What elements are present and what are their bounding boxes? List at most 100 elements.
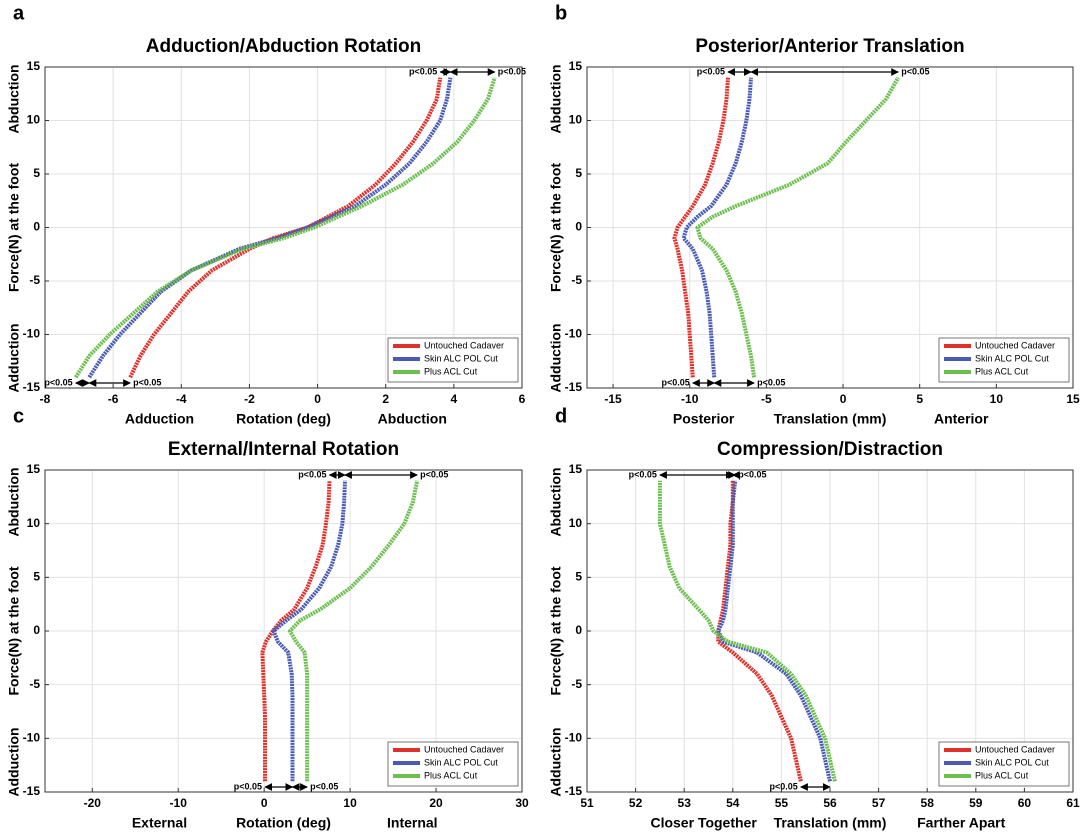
legend-label: Untouched Cadaver [424,340,504,350]
x-tick-label: -20 [84,796,102,810]
significance-label: p<0.05 [662,377,690,387]
legend: Untouched Cadaver Skin ALC POL Cut Plus AC… [938,741,1070,787]
legend: Untouched Cadaver Skin ALC POL Cut Plus AC… [387,741,519,787]
y-axis-label: Abduction [6,64,22,133]
data-line [681,77,753,378]
x-tick-label: 53 [678,796,692,810]
y-tick-label: 0 [575,220,582,234]
x-tick-label: -10 [681,392,699,406]
y-tick-label: -5 [29,273,40,287]
significance-label: p<0.05 [757,377,785,387]
x-axis-label: Farther Apart [917,815,1006,831]
plot-frame [44,469,523,793]
panel-letter: d [555,405,567,427]
legend-label: Skin ALC POL Cut [424,353,498,363]
x-tick-label: 0 [840,392,847,406]
significance-label: p<0.05 [738,469,766,479]
x-axis-label: External [132,815,187,831]
y-tick-label: 10 [27,113,41,127]
plot-frame [44,66,523,389]
y-tick-label: 0 [33,220,40,234]
x-axis-label: Anterior [934,411,989,427]
y-tick-label: 5 [33,570,40,584]
significance-label: p<0.05 [697,66,725,76]
x-tick-label: -6 [108,392,119,406]
significance-label: p<0.05 [629,469,657,479]
chart-title: Compression/Distraction [717,439,943,460]
data-line [287,480,420,782]
legend: Untouched Cadaver Skin ALC POL Cut Plus AC… [387,337,519,383]
y-tick-label: -15 [565,784,583,798]
data-line [695,76,900,378]
x-tick-label: 30 [515,796,529,810]
y-axis-label: Adduction [548,727,564,796]
plot-frame [586,66,1074,389]
significance-label: p<0.05 [133,377,161,387]
legend-label: Skin ALC POL Cut [975,757,1049,767]
significance-label: p<0.05 [770,781,798,791]
x-axis-label: Posterior [673,411,735,427]
y-tick-label: 10 [569,113,583,127]
x-tick-label: 5 [916,392,923,406]
x-tick-label: -5 [761,392,772,406]
x-axis-label: Abduction [378,411,447,427]
x-tick-label: 0 [314,392,321,406]
x-tick-label: 60 [1018,796,1032,810]
y-tick-label: -5 [571,677,582,691]
panel-letter: a [13,2,25,24]
y-tick-label: -15 [565,380,583,394]
x-tick-label: 0 [261,796,268,810]
legend-label: Untouched Cadaver [975,340,1055,350]
x-axis-label: Translation (mm) [774,411,887,427]
y-tick-label: -5 [571,273,582,287]
y-axis-label: Abduction [548,467,564,536]
significance-label: p<0.05 [234,781,262,791]
significance-label: p<0.05 [298,469,326,479]
x-tick-label: 58 [921,796,935,810]
data-line [87,77,453,379]
legend-label: Untouched Cadaver [975,744,1055,754]
y-tick-label: -10 [23,731,41,745]
y-axis-label: Adduction [6,323,22,392]
panel-letter: b [555,2,567,24]
y-tick-label: -10 [23,327,41,341]
x-tick-label: 15 [1066,392,1080,406]
y-axis-label: Abduction [6,467,22,536]
significance-label: p<0.05 [44,377,72,387]
legend-label: Skin ALC POL Cut [424,757,498,767]
x-tick-label: 52 [629,796,643,810]
x-tick-label: -2 [244,392,255,406]
chart-title: Adduction/Abduction Rotation [146,36,421,57]
y-tick-label: 10 [27,516,41,530]
x-tick-label: 2 [382,392,389,406]
y-tick-label: 0 [33,623,40,637]
y-tick-label: 15 [569,462,583,476]
x-tick-label: 57 [872,796,886,810]
significance-label: p<0.05 [901,66,929,76]
x-tick-label: 61 [1066,796,1080,810]
y-tick-label: -15 [23,784,41,798]
legend: Untouched Cadaver Skin ALC POL Cut Plus AC… [938,337,1070,383]
panel-letter: c [13,405,24,427]
y-tick-label: 10 [569,516,583,530]
x-tick-label: 54 [726,796,740,810]
plot-frame [586,469,1074,793]
significance-label: p<0.05 [420,469,448,479]
y-axis-label: Force(N) at the foot [548,163,564,292]
y-tick-label: -5 [29,677,40,691]
y-axis-label: Force(N) at the foot [6,163,22,292]
y-axis-label: Adduction [548,323,564,392]
data-line [74,77,497,379]
chart-title: Posterior/Anterior Translation [695,36,964,57]
y-tick-label: 0 [575,623,582,637]
x-axis-label: Adduction [125,411,194,427]
chart-title: External/Internal Rotation [168,439,399,460]
y-tick-label: 5 [575,570,582,584]
y-axis-label: Abduction [548,64,564,133]
legend-label: Skin ALC POL Cut [975,353,1049,363]
legend-label: Plus ACL Cut [975,366,1029,376]
y-axis-label: Force(N) at the foot [6,566,22,695]
significance-label: p<0.05 [310,781,338,791]
significance-label: p<0.05 [409,66,437,76]
